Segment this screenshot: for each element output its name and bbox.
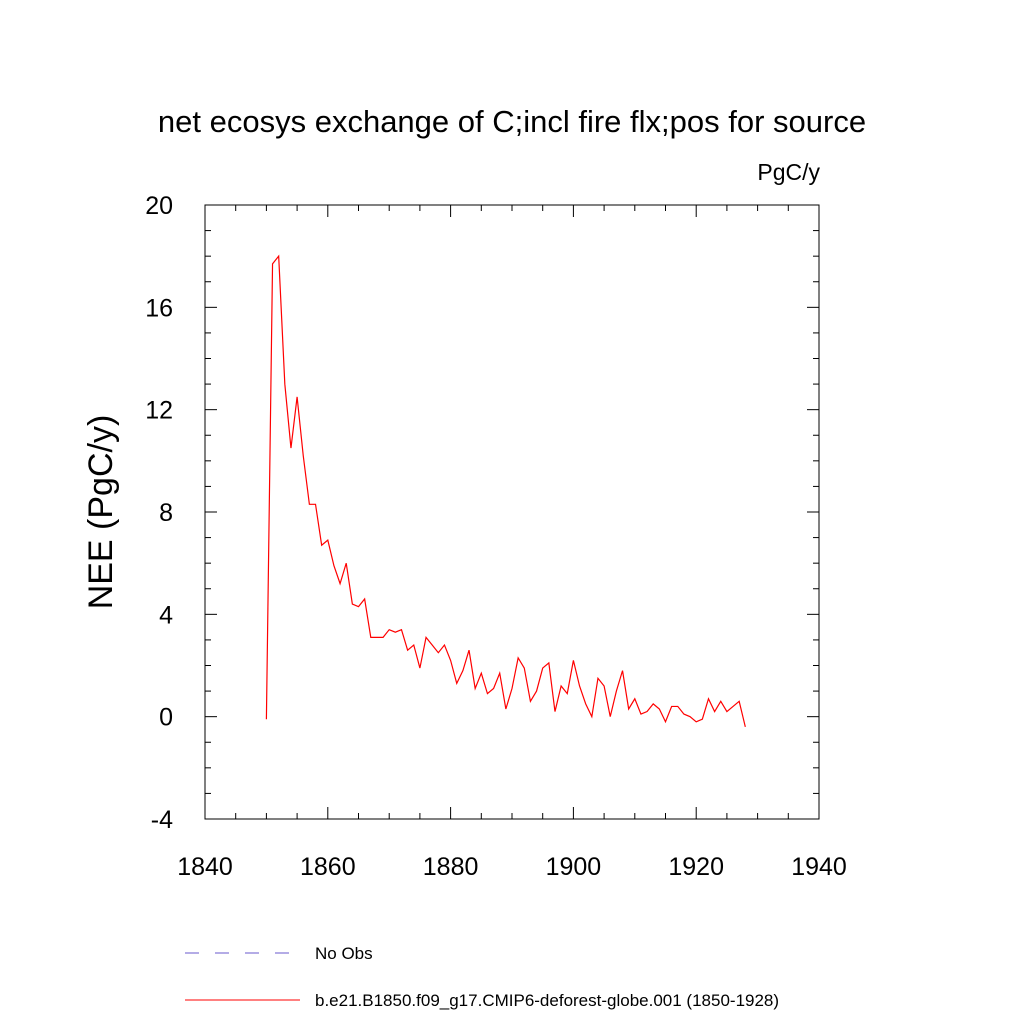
legend-label-model-run: b.e21.B1850.f09_g17.CMIP6-deforest-globe… — [315, 991, 779, 1010]
legend-label-no-obs: No Obs — [315, 944, 373, 963]
plot-frame — [204, 204, 820, 820]
units-label: PgC/y — [757, 159, 820, 185]
x-tick-label: 1880 — [423, 853, 479, 881]
y-tick-label: 20 — [145, 192, 173, 220]
chart-title: net ecosys exchange of C;incl fire flx;p… — [158, 104, 866, 139]
y-tick-label: -4 — [151, 806, 173, 834]
series-line-0 — [265, 254, 746, 728]
y-tick-label: 16 — [145, 294, 173, 322]
x-tick-label: 1940 — [791, 853, 847, 881]
tick-labels: 1840 1860 1880 1900 1920 1940 -4 0 4 8 12 16 20 — [145, 192, 847, 881]
y-tick-label: 4 — [159, 601, 173, 629]
x-tick-label: 1920 — [668, 853, 724, 881]
legend: No Obs b.e21.B1850.f09_g17.CMIP6-defores… — [185, 944, 779, 1010]
x-tick-label: 1860 — [300, 853, 356, 881]
y-tick-label: 0 — [159, 704, 173, 732]
x-tick-label: 1900 — [546, 853, 602, 881]
axis-ticks — [204, 204, 820, 820]
x-tick-label: 1840 — [177, 853, 233, 881]
y-axis-label: NEE (PgC/y) — [82, 415, 120, 610]
y-tick-label: 8 — [159, 499, 173, 527]
data-series — [265, 254, 746, 728]
y-tick-label: 12 — [145, 397, 173, 425]
